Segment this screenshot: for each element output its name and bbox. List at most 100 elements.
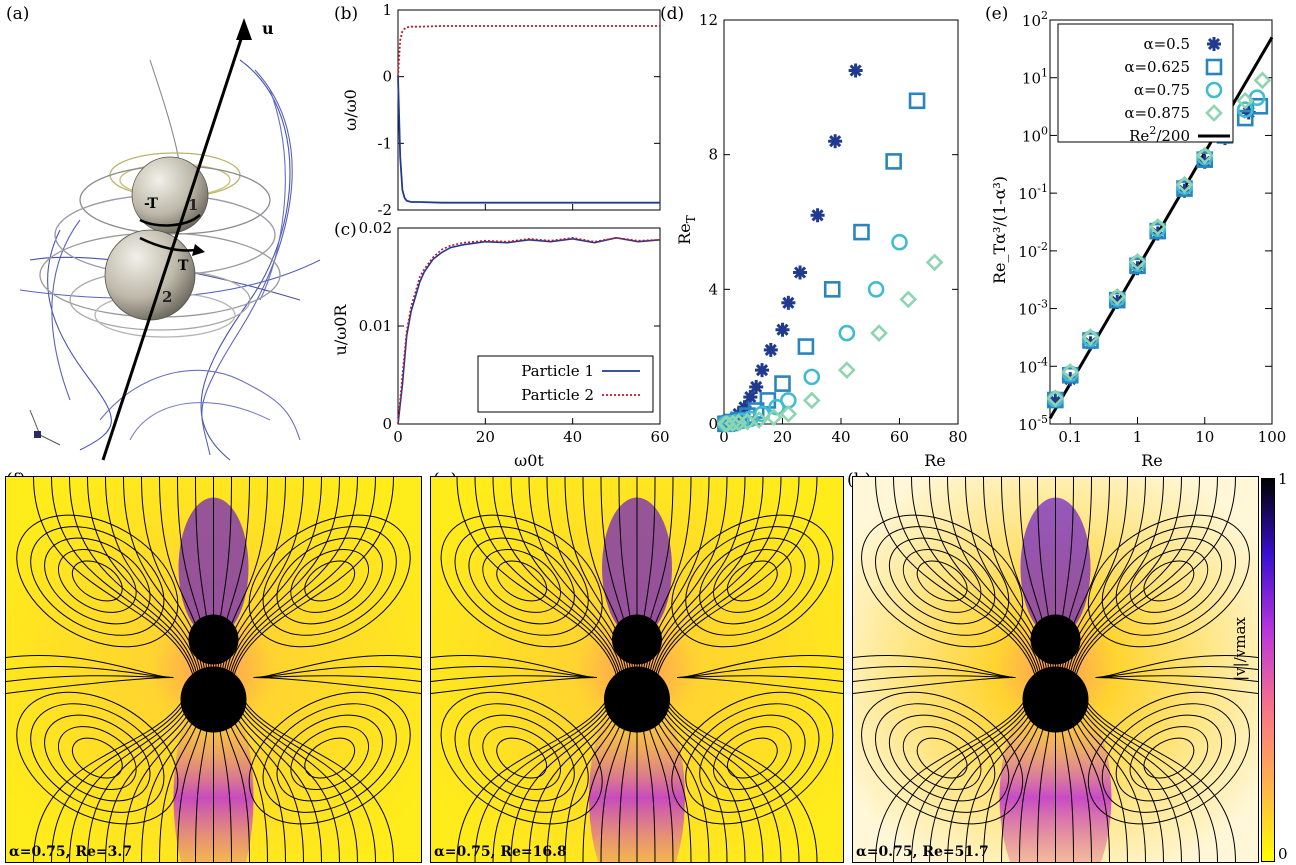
field-caption-h: α=0.75, Re=51.7 <box>856 844 989 860</box>
torque-arrowhead <box>192 244 205 256</box>
panel-label-a: (a) <box>6 4 30 24</box>
vertical-streamline <box>1071 477 1200 678</box>
particle-1 <box>188 614 239 665</box>
vortex-streamline <box>440 691 603 825</box>
vortex-streamline <box>916 560 968 602</box>
vortex-streamline <box>440 514 603 648</box>
vertical-streamline <box>33 677 194 862</box>
vortex-streamline <box>1115 714 1223 802</box>
chart-e-point <box>1128 252 1147 271</box>
chart-c-ytick-label: 0.02 <box>359 219 392 237</box>
chart-e-legend-marker <box>1205 58 1223 76</box>
chart-e-legend-label: α=0.625 <box>1124 58 1190 76</box>
chart-e-point <box>1236 91 1255 110</box>
vortex-streamline <box>262 526 397 636</box>
chart-e-point <box>1253 71 1272 90</box>
chart-e-point <box>1046 389 1065 408</box>
chart-d-point <box>797 338 815 355</box>
vortex-streamline <box>726 737 778 779</box>
particle-1-label: 1 <box>188 196 198 214</box>
chart-e-xlabel: Re <box>1141 451 1163 470</box>
chart-d-ylabel: ReT <box>675 215 698 245</box>
chart-e-point <box>1251 97 1269 115</box>
chart-d-series-2 <box>717 92 926 433</box>
chart-e-ytick-label: 100 <box>1022 124 1048 145</box>
vortex-streamline <box>454 703 589 813</box>
vortex-streamline <box>713 726 792 790</box>
chart-e-xtick-label: 0.1 <box>1058 428 1082 446</box>
torque-label-bottom: T <box>178 258 189 274</box>
field-caption-g: α=0.75, Re=16.8 <box>434 844 567 860</box>
chart-b-ytick-label: -2 <box>377 201 392 219</box>
direction-arrow <box>101 29 246 461</box>
chart-d-point <box>870 324 888 342</box>
chart-e-xtick-label: 1 <box>1133 428 1143 446</box>
chart-c-ytick-label: 0 <box>382 415 392 433</box>
vertical-streamline <box>929 477 1042 678</box>
vertical-streamline <box>227 477 340 678</box>
vortex-streamline <box>861 691 1024 825</box>
chart-e-point <box>1236 101 1254 118</box>
chart-d-xtick-label: 80 <box>948 428 967 446</box>
panel-label-c: (c) <box>334 220 357 240</box>
side-streamline <box>431 677 598 694</box>
chart-b-ylabel: ω/ω0 <box>341 89 360 131</box>
chart-d-ytick-label: 4 <box>708 280 718 298</box>
chart-d-point <box>838 361 856 379</box>
vortex-streamline <box>1143 560 1195 602</box>
vortex-streamline <box>482 726 561 790</box>
field-panel-h: α=0.75, Re=51.7 <box>852 476 1259 863</box>
chart-b: 1 0 -1 -2 ω/ω0 <box>341 1 661 219</box>
vertical-streamline <box>229 477 358 678</box>
field-panel-g: α=0.75, Re=16.8 <box>430 476 844 863</box>
vertical-streamline <box>656 477 818 678</box>
chart-d-point <box>828 134 843 149</box>
chart-d-point <box>823 281 841 298</box>
vortex-streamline <box>1115 537 1223 625</box>
chart-e-point <box>1248 89 1266 107</box>
vertical-streamline <box>510 477 624 678</box>
panel-label-e: (e) <box>985 4 1009 24</box>
chart-d-point <box>721 415 739 432</box>
panel-label-d: (d) <box>660 4 685 24</box>
vortex-streamline <box>30 526 165 636</box>
vortex-streamline <box>1129 726 1209 790</box>
side-streamline <box>253 677 421 694</box>
particle-2-label: 2 <box>162 288 172 306</box>
chart-d-ytick-label: 8 <box>708 146 718 164</box>
chart-e-point <box>1175 175 1194 194</box>
chart-d-point <box>891 233 908 251</box>
chart-e-legend-marker <box>1205 104 1223 122</box>
vertical-streamline <box>69 477 198 678</box>
chart-e-legend-marker <box>1207 37 1221 51</box>
chart-d-xtick-label: 40 <box>831 428 850 446</box>
chart-c-xlabel: ω0t <box>514 451 544 470</box>
vortex-streamline <box>685 526 820 636</box>
vertical-streamline <box>911 477 1040 678</box>
chart-e-series-1 <box>1048 105 1256 409</box>
chart-d-point <box>885 153 902 170</box>
chart-d-frame <box>723 19 959 425</box>
vortex-streamline <box>454 526 589 636</box>
chart-c-ytick-label: 0.01 <box>359 317 392 335</box>
chart-d-point <box>723 414 742 433</box>
axes-triad-icon <box>29 409 61 446</box>
chart-c-series-1 <box>397 236 661 425</box>
chart-e-legend-box <box>1057 23 1234 143</box>
vertical-streamline <box>875 477 1036 678</box>
chart-d-point <box>925 253 944 272</box>
chart-e-series-2 <box>1047 97 1269 409</box>
vortex-streamline <box>276 714 383 802</box>
chart-d-xlabel: Re <box>924 451 946 470</box>
vortex-streamline <box>482 549 561 613</box>
chart-d-point <box>867 281 885 298</box>
side-streamline <box>1095 677 1258 694</box>
chart-e-point <box>1129 255 1146 272</box>
chart-d-point <box>853 223 870 241</box>
vortex-streamline <box>902 726 982 790</box>
vortex-streamline <box>713 549 792 613</box>
chart-c-xtick-label: 20 <box>476 428 495 446</box>
chart-c-xtick-label: 40 <box>563 428 582 446</box>
vertical-streamline <box>1075 677 1236 862</box>
